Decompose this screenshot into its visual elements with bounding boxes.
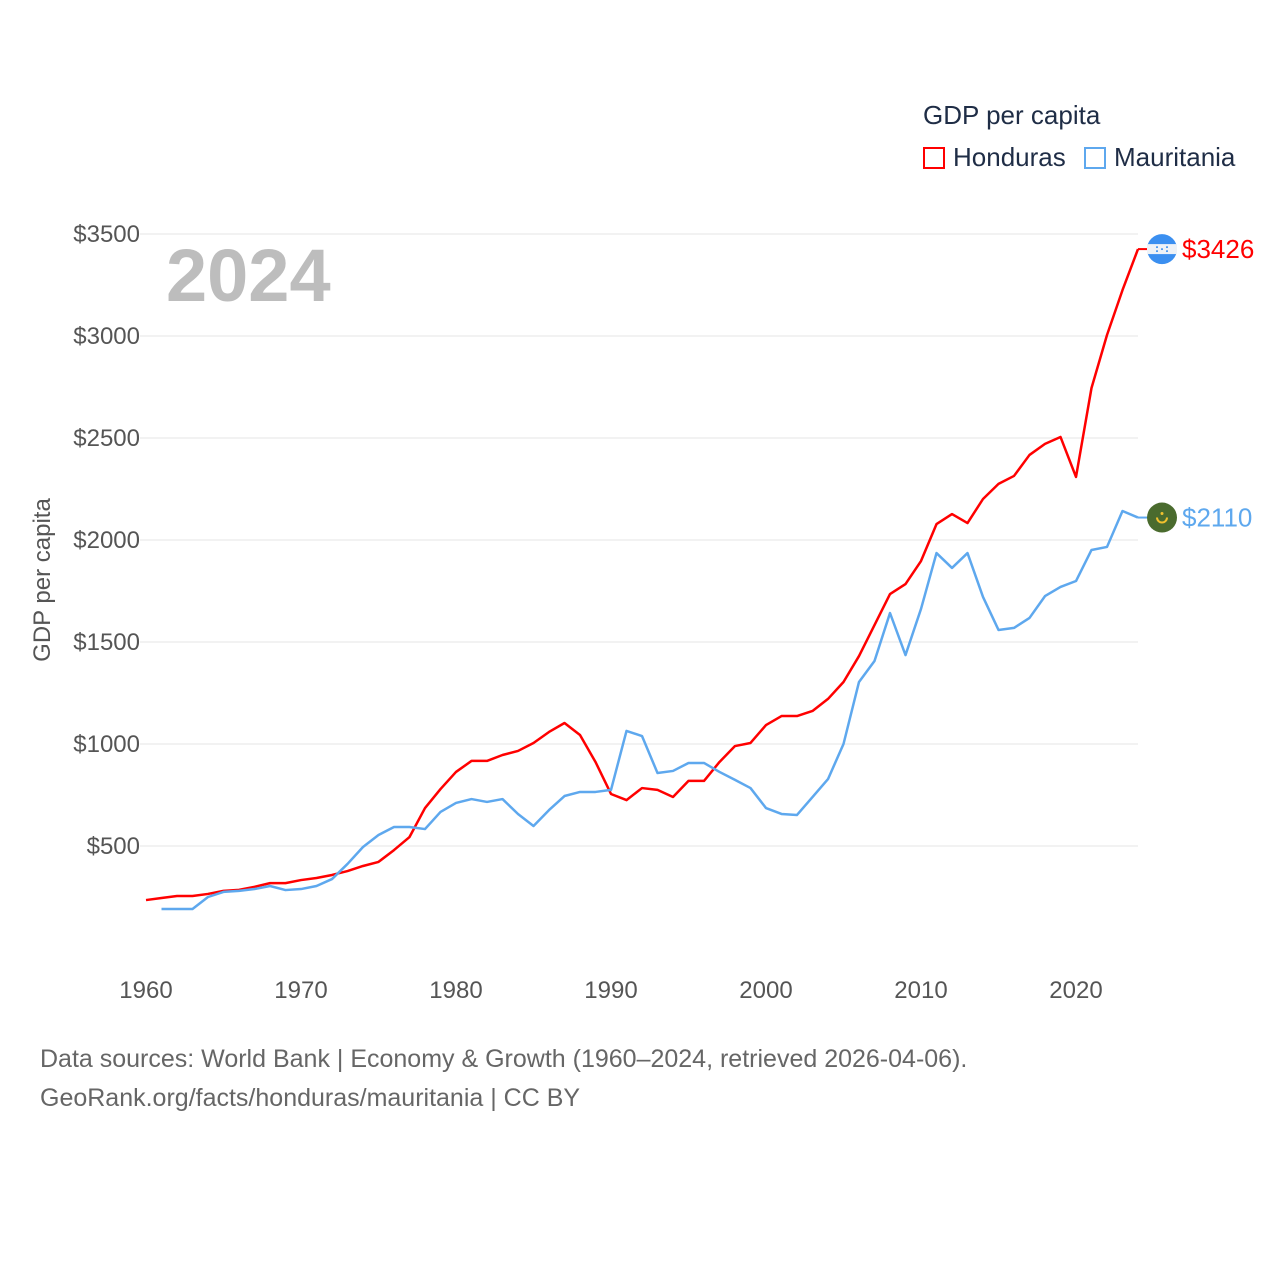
x-tick-label: 1970 (274, 977, 327, 1004)
legend-title: GDP per capita (923, 100, 1101, 130)
legend-label: Mauritania (1114, 142, 1236, 172)
flag-star (1156, 246, 1158, 249)
legend-label: Honduras (953, 142, 1066, 172)
x-tick-label: 1960 (119, 977, 172, 1004)
x-tick-label: 2010 (894, 977, 947, 1004)
y-tick-label: $3000 (73, 323, 140, 350)
x-tick-label: 1980 (429, 977, 482, 1004)
flag-star (1166, 250, 1168, 253)
y-tick-label: $1500 (73, 629, 140, 656)
y-tick-label: $1000 (73, 731, 140, 758)
y-axis-label: GDP per capita (29, 498, 56, 662)
source-link[interactable]: GeoRank.org/facts/honduras/mauritania | … (40, 1084, 581, 1112)
legend-item-honduras[interactable]: Honduras (923, 142, 1066, 173)
y-tick-label: $3500 (73, 221, 140, 248)
end-value-label: $2110 (1182, 503, 1252, 533)
source-note: Data sources: World Bank | Economy & Gro… (40, 1045, 968, 1073)
flag-star (1166, 246, 1168, 249)
x-tick-label: 2000 (739, 977, 792, 1004)
flag-star (1156, 250, 1158, 253)
x-tick-label: 1990 (584, 977, 637, 1004)
flag-star (1161, 248, 1163, 251)
series-line-mauritania (161, 509, 1139, 911)
x-tick-label: 2020 (1049, 977, 1102, 1004)
flag-crescent (1156, 517, 1168, 524)
legend-swatch-mauritania (1084, 147, 1106, 169)
honduras-flag-icon (1147, 234, 1177, 265)
flag-star (1160, 512, 1164, 516)
flag-bg (1147, 502, 1177, 533)
y-tick-label: $2000 (73, 527, 140, 554)
legend-item-mauritania[interactable]: Mauritania (1084, 142, 1235, 173)
series-line-honduras (145, 248, 1140, 902)
y-tick-label: $2500 (73, 425, 140, 452)
legend-swatch-honduras (923, 147, 945, 169)
y-tick-label: $500 (87, 833, 140, 860)
end-value-label: $3426 (1182, 234, 1254, 264)
year-watermark: 2024 (166, 234, 331, 317)
mauritania-flag-icon (1147, 502, 1177, 533)
